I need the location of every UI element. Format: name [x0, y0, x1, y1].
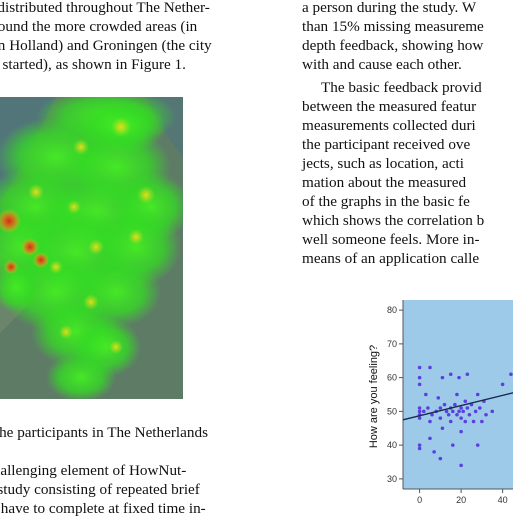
body-text-line: which shows the correlation b	[302, 212, 485, 229]
data-point	[477, 406, 482, 410]
data-point	[428, 365, 432, 370]
trend-line	[402, 392, 513, 421]
data-point	[417, 443, 422, 447]
body-text-line: The basic feedback provid	[321, 79, 482, 96]
data-point	[467, 412, 472, 417]
body-text-line: than 15% missing measureme	[302, 18, 484, 35]
data-point	[463, 399, 468, 404]
body-text-line: depth feedback, showing how	[302, 37, 484, 54]
scatter-chart: 30 40 50 60 70 80 0 20 40 How are you feeling?	[362, 292, 513, 513]
y-tick-label: 50	[387, 406, 397, 416]
y-tick-label: 70	[387, 339, 397, 349]
body-text-line: le have to complete at fixed time in-	[0, 500, 206, 517]
x-tick-label: 40	[498, 495, 508, 505]
data-point	[509, 372, 513, 377]
data-point	[417, 416, 422, 420]
y-tick-label: 40	[387, 440, 397, 450]
data-point	[448, 372, 453, 377]
data-point	[426, 406, 430, 410]
x-tick-label: 0	[417, 495, 422, 505]
body-text-line: as started), as shown in Figure 1.	[0, 56, 186, 73]
data-point	[417, 446, 422, 451]
data-point	[446, 412, 451, 417]
body-text-line: measurements collected duri	[302, 117, 476, 134]
data-point	[457, 375, 461, 380]
data-point	[451, 443, 455, 447]
data-point	[465, 372, 470, 377]
data-point	[461, 409, 465, 414]
body-text-line: challenging element of HowNut-	[0, 462, 187, 479]
data-point	[428, 419, 432, 424]
body-text-line: of the graphs in the basic fe	[302, 193, 470, 210]
data-point	[442, 402, 447, 407]
y-tick-label: 60	[387, 373, 397, 383]
data-point	[440, 426, 445, 431]
data-point	[430, 412, 434, 417]
data-point	[475, 443, 480, 447]
data-point	[473, 409, 478, 414]
participant-heatmap-figure	[0, 97, 183, 399]
data-point	[417, 365, 422, 370]
body-text-line: ern Holland) and Groningen (the city	[0, 37, 212, 54]
y-tick-label: 80	[387, 305, 397, 315]
data-point	[490, 409, 495, 414]
y-tick-label: 30	[387, 474, 397, 484]
body-text-line: the participant received ove	[302, 136, 471, 153]
data-point	[448, 419, 453, 424]
data-point	[421, 409, 426, 414]
body-text-line: with and cause each other.	[302, 56, 462, 73]
data-point	[471, 419, 476, 424]
data-point	[453, 402, 457, 407]
data-point	[459, 416, 463, 420]
data-point	[475, 392, 480, 397]
body-text-line: means of an application calle	[302, 250, 480, 267]
data-point	[417, 382, 422, 387]
data-point	[465, 406, 470, 410]
body-text-line: well someone feels. More in-	[302, 231, 480, 248]
data-point	[424, 392, 428, 397]
data-point	[444, 409, 449, 414]
data-point	[438, 416, 443, 420]
data-point	[417, 375, 422, 380]
y-axis-label: How are you feeling?	[368, 345, 380, 448]
body-text-line: a person during the study. W	[302, 0, 477, 16]
data-point	[500, 382, 505, 387]
body-text-line: y study consisting of repeated brief	[0, 481, 200, 498]
heat-hotspot-layer	[0, 117, 155, 354]
data-point	[455, 412, 459, 417]
body-text-line: jects, such as location, acti	[302, 155, 464, 172]
data-point	[484, 412, 488, 417]
data-point	[459, 429, 463, 434]
data-point	[432, 450, 436, 454]
data-point	[457, 409, 461, 414]
data-point	[417, 409, 422, 414]
figure-caption: f the participants in The Netherlands	[0, 424, 208, 441]
data-point	[417, 406, 422, 410]
body-text-line: y distributed throughout The Nether-	[0, 0, 210, 16]
data-point	[438, 456, 443, 461]
data-point	[459, 406, 463, 410]
data-point	[455, 392, 459, 397]
body-text-line: around the more crowded areas (in	[0, 18, 198, 35]
data-point	[428, 436, 432, 441]
data-point	[440, 375, 445, 380]
body-text-line: between the measured featur	[302, 98, 477, 115]
x-tick-label: 20	[456, 495, 466, 505]
scatter-chart-svg: 30 40 50 60 70 80 0 20 40 How are you feeling?	[368, 300, 513, 505]
data-point	[438, 406, 443, 410]
body-text-line: mation about the measured	[302, 174, 467, 191]
data-point	[451, 409, 455, 414]
data-point	[480, 419, 484, 424]
data-point	[459, 463, 463, 468]
heatmap-svg	[0, 97, 183, 399]
data-point	[463, 419, 468, 424]
data-point	[436, 396, 441, 400]
